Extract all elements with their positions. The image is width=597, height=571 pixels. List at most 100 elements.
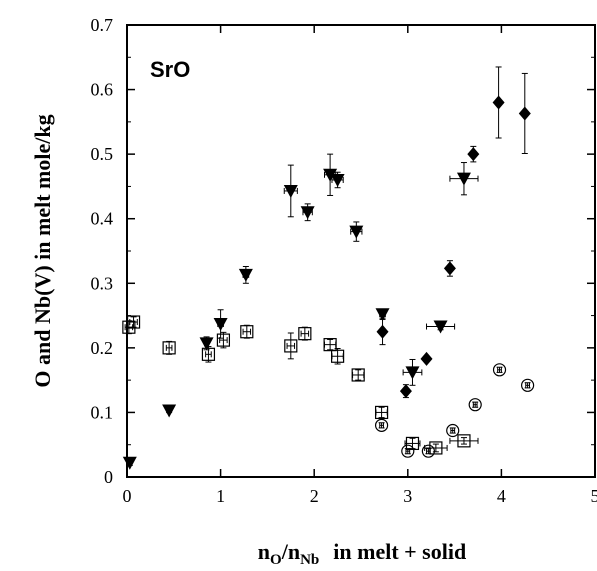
- diamond-marker: [376, 324, 389, 339]
- diamond-marker: [443, 261, 456, 276]
- square-marker: [126, 315, 141, 329]
- data-point-square-open: [201, 346, 216, 363]
- data-point-diamond: [492, 66, 505, 139]
- x-axis-title-n1: n: [258, 539, 270, 564]
- diamond-marker: [492, 95, 505, 110]
- square-marker: [351, 368, 365, 382]
- data-point-circle-open: [421, 444, 435, 458]
- y-tick-label: 0: [104, 467, 113, 487]
- triangle-marker: [122, 456, 137, 470]
- x-tick-label: 1: [216, 486, 225, 506]
- triangle-marker: [433, 320, 448, 334]
- data-point-diamond: [376, 318, 389, 346]
- data-point-diamond: [443, 260, 456, 277]
- data-point-circle-open: [446, 423, 460, 438]
- x-axis-title: nO/nNb in melt + solid: [258, 539, 466, 568]
- data-point-triangle-down: [426, 320, 456, 334]
- y-tick-label: 0.4: [91, 209, 114, 229]
- panel-label: SrO: [150, 57, 190, 82]
- data-point-triangle-down: [402, 358, 423, 386]
- data-point-triangle-down: [449, 162, 479, 196]
- data-point-triangle-down: [330, 171, 345, 189]
- square-marker: [216, 333, 231, 347]
- data-point-square-open: [449, 434, 479, 448]
- x-axis-title-sub2: Nb: [300, 552, 319, 568]
- triangle-marker: [199, 337, 214, 351]
- x-tick-label: 5: [591, 486, 597, 506]
- data-point-triangle-down: [300, 203, 315, 222]
- square-marker: [405, 436, 420, 451]
- data-point-square-open: [351, 368, 365, 382]
- triangle-marker: [323, 168, 338, 182]
- diamond-marker: [518, 106, 531, 121]
- circle-marker: [492, 363, 507, 377]
- data-point-triangle-down: [375, 308, 390, 322]
- square-marker: [331, 349, 345, 363]
- data-point-square-open: [331, 348, 345, 365]
- y-tick-label: 0.6: [91, 80, 114, 100]
- circle-marker: [446, 423, 460, 438]
- x-axis-title-sub1: O: [270, 552, 282, 568]
- square-marker: [201, 347, 216, 361]
- square-marker: [457, 434, 471, 448]
- x-axis-title-slash: /: [281, 539, 289, 564]
- y-tick-label: 0.5: [91, 144, 114, 164]
- data-point-square-open: [162, 340, 176, 355]
- x-tick-label: 4: [497, 486, 506, 506]
- data-point-square-open: [122, 320, 136, 335]
- circle-marker: [521, 378, 535, 392]
- square-marker: [298, 327, 312, 341]
- data-point-triangle-down: [213, 309, 228, 339]
- square-marker: [429, 441, 443, 455]
- triangle-marker: [330, 173, 345, 187]
- square-marker: [240, 325, 254, 339]
- data-point-square-open: [216, 331, 231, 349]
- data-point-square-open: [240, 324, 254, 339]
- ticks-layer: 0 1 2 3 4 5 0 0.1 0.2 0.3 0.4 0.5 0.6 0.7: [91, 15, 597, 506]
- data-point-triangle-down: [162, 404, 177, 418]
- square-marker: [284, 339, 298, 353]
- circle-marker: [401, 444, 415, 458]
- data-point-triangle-down: [122, 456, 137, 470]
- x-tick-label: 0: [123, 486, 132, 506]
- data-point-square-open: [374, 405, 389, 420]
- x-axis-title-n2: n: [288, 539, 300, 564]
- triangle-marker: [283, 184, 298, 198]
- triangle-marker: [405, 366, 420, 380]
- data-point-circle-open: [401, 444, 415, 458]
- triangle-marker: [456, 172, 471, 186]
- square-marker: [374, 405, 389, 420]
- data-point-square-open: [284, 332, 298, 360]
- y-tick-label: 0.2: [91, 338, 114, 358]
- triangle-marker: [162, 404, 177, 418]
- data-point-circle-open: [521, 378, 535, 392]
- data-point-triangle-down: [283, 164, 298, 218]
- data-point-circle-open: [492, 363, 507, 377]
- diamond-marker: [467, 147, 480, 162]
- circle-marker: [468, 398, 482, 412]
- data-point-diamond: [518, 72, 531, 154]
- y-tick-label: 0.1: [91, 402, 114, 422]
- triangle-marker: [349, 225, 364, 239]
- data-point-diamond: [420, 351, 433, 366]
- y-axis-title: O and Nb(V) in melt mole/kg: [30, 114, 55, 387]
- data-point-diamond: [467, 145, 480, 163]
- triangle-marker: [238, 268, 253, 282]
- data-point-circle-open: [374, 418, 389, 432]
- data-point-triangle-down: [349, 221, 364, 242]
- x-axis-title-rest: in melt + solid: [333, 539, 466, 564]
- y-tick-label: 0.3: [91, 273, 114, 293]
- circle-marker: [421, 444, 435, 458]
- triangle-marker: [213, 317, 228, 331]
- triangle-marker: [300, 206, 315, 220]
- diamond-marker: [420, 351, 433, 366]
- data-point-square-open: [298, 326, 312, 341]
- data-point-diamond: [399, 384, 412, 399]
- square-marker: [162, 341, 176, 355]
- square-marker: [323, 338, 337, 352]
- data-layer: [122, 66, 535, 470]
- triangle-marker: [375, 308, 390, 322]
- data-point-square-open: [126, 315, 141, 329]
- y-tick-label: 0.7: [91, 15, 114, 35]
